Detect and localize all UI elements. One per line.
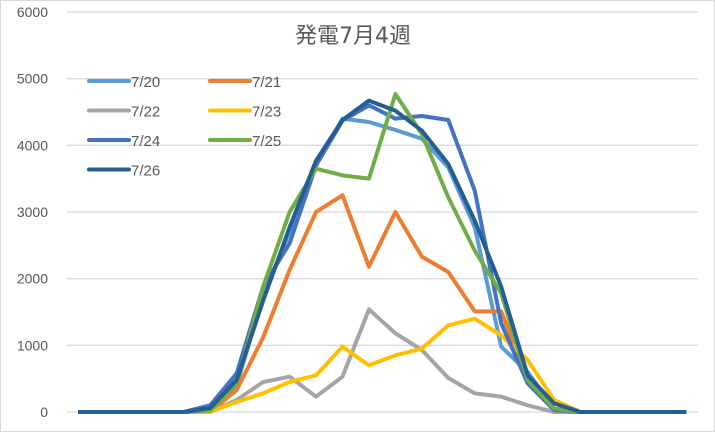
series-line-7-26 [78, 98, 687, 414]
series-line-7-21 [78, 193, 687, 414]
legend-label: 7/22 [131, 104, 160, 121]
legend-label: 7/21 [252, 74, 281, 91]
legend-item: 7/25 [208, 133, 281, 150]
legend-label: 7/24 [131, 133, 160, 150]
y-tick-label: 3000 [17, 204, 48, 220]
legend-item: 7/20 [87, 74, 160, 91]
chart-title: 発電7月4週 [295, 24, 411, 49]
legend-label: 7/23 [252, 104, 281, 121]
series-lines [78, 92, 687, 414]
legend-item: 7/21 [208, 74, 281, 91]
legend: 7/20 7/21 7/22 7/23 7/24 7/25 7/26 [87, 74, 281, 180]
y-axis-ticks: 0 1000 2000 3000 4000 5000 6000 [17, 4, 48, 420]
legend-label: 7/26 [131, 163, 160, 180]
y-tick-label: 6000 [17, 4, 48, 20]
series-line-7-25 [78, 92, 687, 414]
legend-item: 7/22 [87, 104, 160, 121]
gridlines [67, 11, 698, 413]
series-line-7-23 [78, 316, 687, 414]
legend-item: 7/23 [208, 104, 281, 121]
y-tick-label: 4000 [17, 137, 48, 153]
y-tick-label: 5000 [17, 71, 48, 87]
legend-label: 7/20 [131, 74, 160, 91]
legend-item: 7/24 [87, 133, 160, 150]
y-tick-label: 2000 [17, 271, 48, 287]
series-line-7-24 [78, 103, 687, 414]
y-tick-label: 1000 [17, 337, 48, 353]
series-line-7-20 [78, 116, 687, 414]
y-tick-label: 0 [40, 404, 48, 420]
legend-item: 7/26 [87, 163, 160, 180]
legend-label: 7/25 [252, 133, 281, 150]
